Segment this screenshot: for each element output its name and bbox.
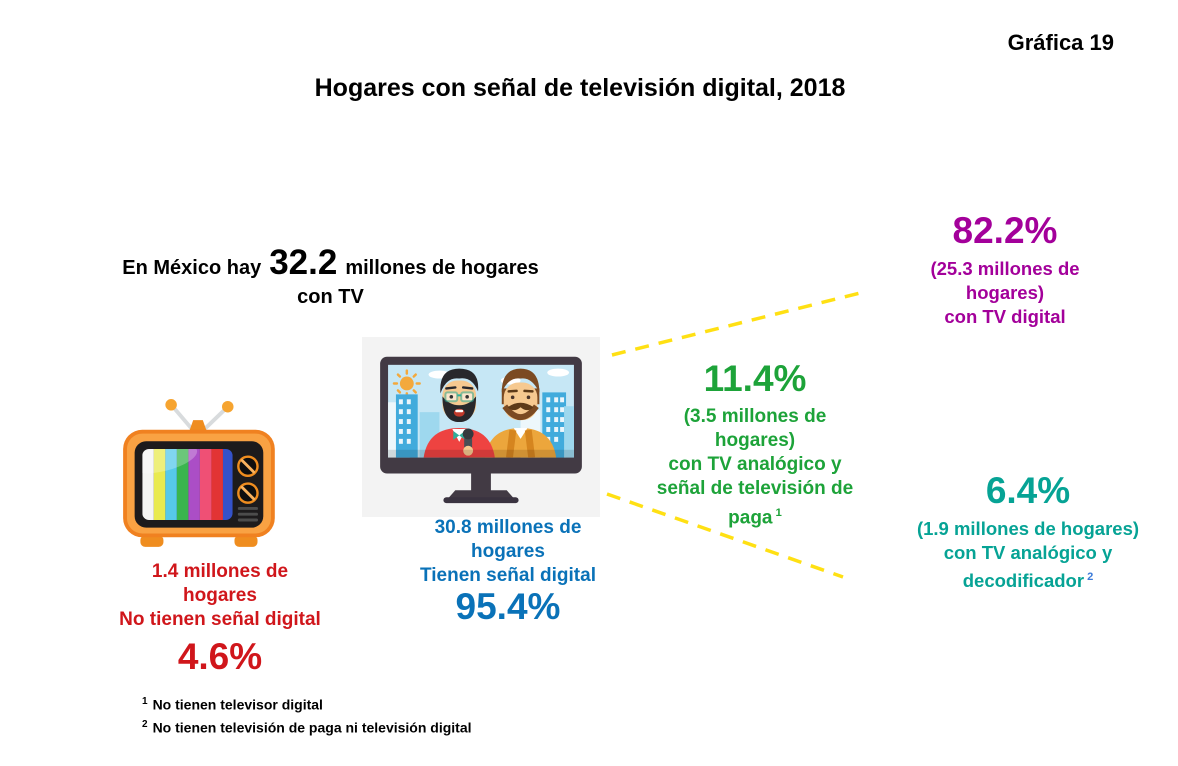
intro-prefix: En México hay xyxy=(122,257,262,279)
retro-tv-icon xyxy=(123,399,275,547)
stat-line: señal de televisión de xyxy=(656,477,854,499)
intro-line2: con TV xyxy=(297,286,364,308)
stat-line: hogares xyxy=(183,585,257,606)
intro-suffix: millones de hogares xyxy=(345,257,539,279)
connector-to-tv-digital xyxy=(611,289,869,357)
stat-no-digital-signal: 1.4 millones de hogares No tienen señal … xyxy=(68,560,372,677)
footnote-1: 1 No tienen televisor digital xyxy=(142,696,323,713)
stat-line: hogares) xyxy=(714,429,796,451)
footnote-2: 2 No tienen televisión de paga ni televis… xyxy=(142,718,472,736)
stat-percent: 11.4% xyxy=(703,358,807,399)
stat-line: (3.5 millones de xyxy=(683,405,827,427)
stat-line: con TV analógico y xyxy=(943,541,1113,563)
stat-line: 30.8 millones de xyxy=(434,517,582,538)
page-title: Hogares con señal de televisión digital,… xyxy=(314,74,846,102)
flatscreen-tv-icon xyxy=(380,356,582,504)
figure-label: Gráfica 19 xyxy=(1007,30,1114,55)
stat-line-with-footnote: paga 1 xyxy=(728,506,782,529)
stat-percent: 95.4% xyxy=(455,586,561,627)
stat-tv-analog-paga: 11.4% (3.5 millones de hogares) con TV a… xyxy=(620,358,890,530)
stat-line-with-footnote: decodificador 2 xyxy=(962,570,1094,591)
footnote-ref-2: 2 xyxy=(1087,570,1094,583)
stat-line: hogares) xyxy=(965,281,1045,303)
stat-line: con TV digital xyxy=(944,305,1066,327)
stat-line: con TV analógico y xyxy=(668,453,842,475)
stat-percent: 6.4% xyxy=(985,470,1071,511)
stat-line: Tienen señal digital xyxy=(420,565,596,586)
stat-tv-analog-decoder: 6.4% (1.9 millones de hogares) con TV an… xyxy=(875,470,1178,593)
intro-total-number: 32.2 xyxy=(269,243,338,282)
retro-tv-illustration xyxy=(102,388,294,556)
footnote-ref-1: 1 xyxy=(775,506,782,519)
stat-line: (25.3 millones de xyxy=(930,257,1080,279)
flatscreen-tv-card xyxy=(362,337,600,517)
footnotes: 1 No tienen televisor digital 2 No tienen … xyxy=(142,692,472,737)
anchor-left xyxy=(423,368,495,458)
stat-line: 1.4 millones de xyxy=(151,561,289,582)
anchor-right xyxy=(484,368,557,458)
stat-line: (1.9 millones de hogares) xyxy=(916,517,1140,539)
stat-percent: 82.2% xyxy=(952,210,1058,251)
stat-percent: 4.6% xyxy=(177,636,263,677)
intro-statement: En México hay 32.2 millones de hogares c… xyxy=(78,245,583,309)
stat-line: hogares xyxy=(471,541,545,562)
stat-digital-signal: 30.8 millones de hogares Tienen señal di… xyxy=(370,516,646,627)
stat-tv-digital: 82.2% (25.3 millones de hogares) con TV … xyxy=(890,210,1120,329)
stat-line: No tienen señal digital xyxy=(119,609,321,630)
